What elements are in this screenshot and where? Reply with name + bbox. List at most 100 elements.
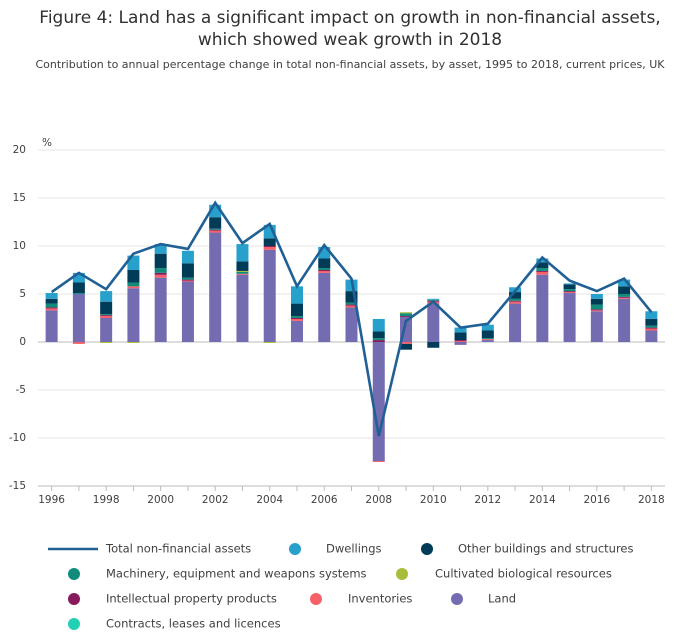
bar-segment [618,294,631,297]
bar-segment [618,286,631,294]
legend-marker [68,593,80,605]
x-tick-label: 2000 [147,494,174,506]
bar-segment [618,279,631,287]
bar-segment [454,342,467,345]
bar-segment [263,342,276,343]
bar-segment [563,283,576,285]
legend-item: Cultivated biological resources [396,567,612,581]
bar-segment [236,271,249,274]
bar-segment [400,312,413,314]
bar-segment [345,291,358,303]
bar-segment [509,300,522,302]
bar-segment [72,272,85,283]
bar-segment [454,327,467,333]
bar-segment [45,310,58,342]
bar-segment [345,307,358,342]
bar-segment [318,246,331,259]
legend-label: Intellectual property products [106,592,277,606]
bar-segment [236,273,249,275]
bar-segment [563,284,576,290]
legend-label: Inventories [348,592,412,606]
bar-segment [209,228,222,230]
y-tick-label: 0 [19,336,26,348]
bar-segment [590,309,603,311]
bar-segment [509,298,522,301]
legend-label: Other buildings and structures [458,542,634,556]
legend-item: Inventories [310,592,412,606]
bar-segment [100,316,113,318]
x-tick-label: 2014 [529,494,556,506]
bar-segment [536,262,549,269]
bar-segment [345,305,358,308]
bar-segment [563,291,576,293]
bar-segment [645,311,658,319]
x-tick-label: 2012 [474,494,501,506]
x-tick-label: 2004 [256,494,283,506]
bar-segment [127,270,140,283]
bar-segment [454,340,467,342]
y-tick-label: 10 [13,240,26,252]
y-tick-label: 5 [19,288,26,300]
bar-segment [290,286,303,304]
bar-segment [536,274,549,342]
bar-segment [154,244,167,254]
bar-segment [590,310,603,312]
chart-title: Figure 4: Land has a significant impact … [39,8,660,50]
bar-segment [481,340,494,342]
bar-segment [509,303,522,342]
bar-segment [181,277,194,280]
total-line [50,200,653,437]
bar-segment [236,261,249,271]
bar-segment [536,268,549,271]
bar-segment [45,307,58,309]
bar-segment [590,298,603,305]
legend-marker [396,568,408,580]
bar-segment [154,274,167,278]
x-tick-label: 1998 [93,494,120,506]
bar-segment [590,311,603,342]
bar-segment [100,315,113,317]
bar-segment [618,296,631,298]
legend-label: Contracts, leases and licences [106,617,281,631]
bar-segment [72,282,85,294]
legend-item: Intellectual property products [68,592,277,606]
bar-segment [72,342,85,344]
bar-segment [154,277,167,342]
bar-segment [236,244,249,262]
bar-segment [263,249,276,342]
bar-segment [400,316,413,318]
bar-segment [209,232,222,342]
bar-segment [45,298,58,304]
legend-item: Land [451,592,516,606]
bar-segment [290,303,303,317]
bar-segment [645,330,658,342]
x-tick-label: 2008 [365,494,392,506]
bar-segment [127,288,140,342]
legend-marker [421,543,433,555]
legend-item: Machinery, equipment and weapons systems [68,567,367,581]
bar-segment [400,343,413,350]
x-tick-label: 2018 [638,494,665,506]
bar-segment [100,301,113,315]
bar-segment [236,270,249,272]
bar-segment [181,281,194,342]
legend-label: Total non-financial assets [105,542,251,556]
y-tick-label: -15 [9,480,26,492]
legend-label: Dwellings [326,542,382,556]
x-tick-label: 1996 [38,494,65,506]
bar-segment [590,294,603,299]
bar-segment [318,270,331,273]
legend-item: Other buildings and structures [421,542,634,556]
bar-segment [181,280,194,282]
bar-segment [236,274,249,342]
bar-segment [400,342,413,344]
bar-segment [209,217,222,229]
bar-segment [481,339,494,341]
bar-segment [345,304,358,306]
bar-segment [290,316,303,318]
bar-segment [100,291,113,302]
bar-segment [372,340,385,342]
bar-segment [372,331,385,339]
legend-label: Machinery, equipment and weapons systems [106,567,367,581]
